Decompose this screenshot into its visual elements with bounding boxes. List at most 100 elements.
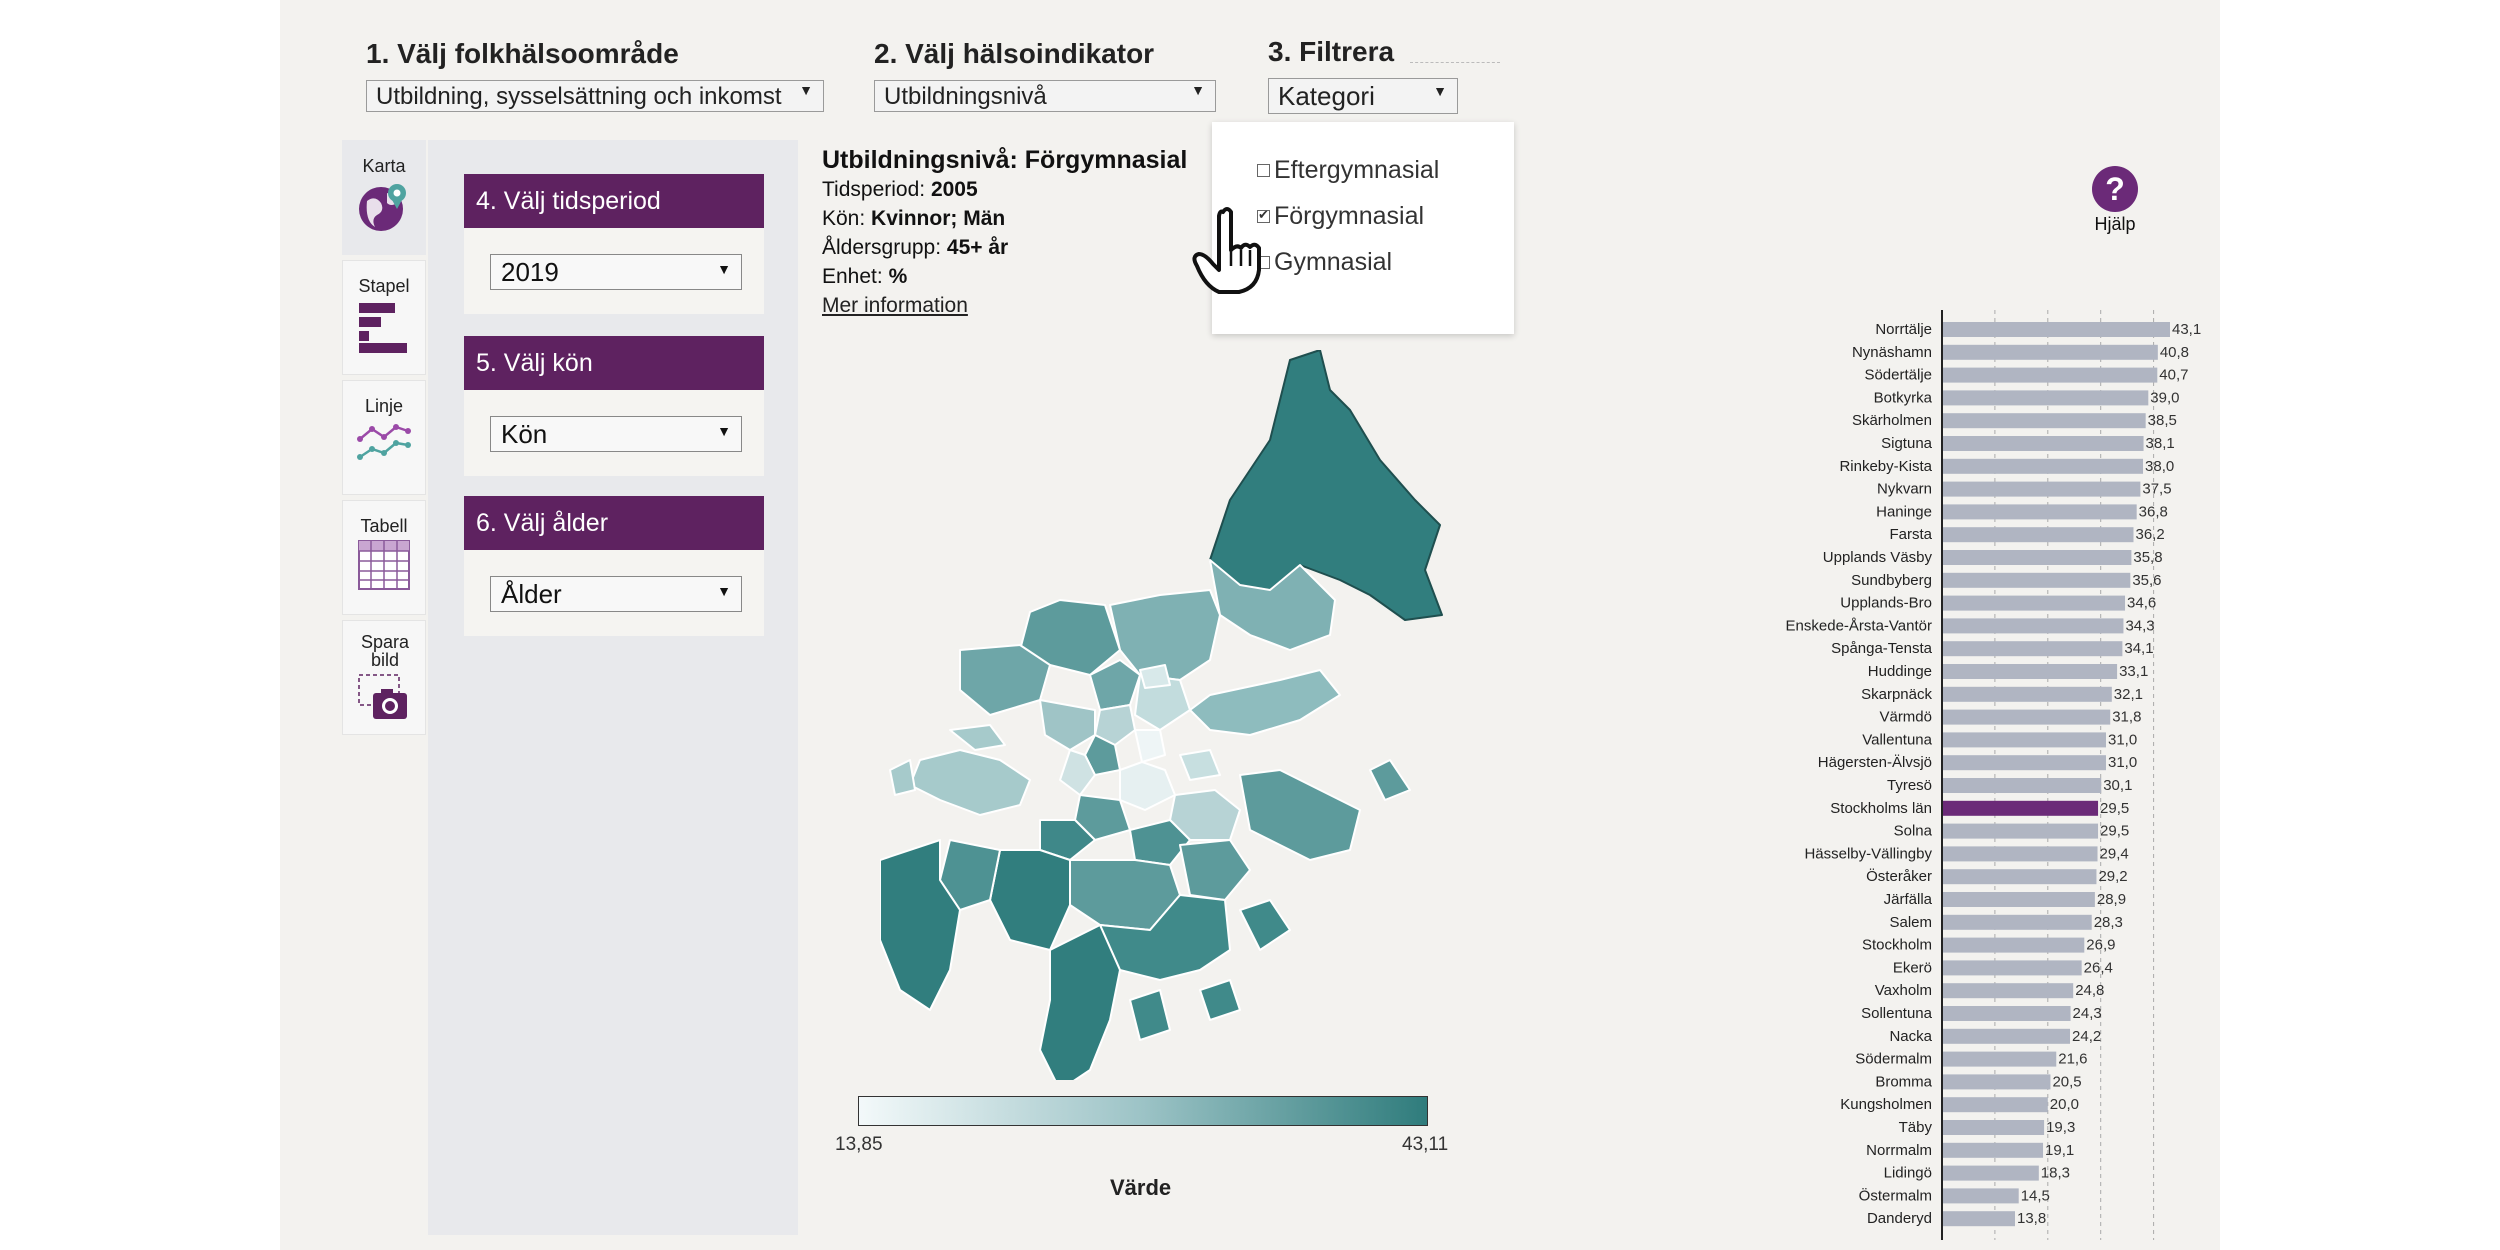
bar[interactable] <box>1942 390 2149 406</box>
bar-value-label: 36,2 <box>2135 526 2164 543</box>
bar[interactable] <box>1942 1142 2044 1158</box>
bar-value-label: 34,1 <box>2124 640 2153 657</box>
bar-category-label: Danderyd <box>1867 1210 1932 1227</box>
more-info-link[interactable]: Mer information <box>822 294 968 317</box>
bar[interactable] <box>1942 344 2158 360</box>
indicator-title: Utbildningsnivå: Förgymnasial <box>822 146 1187 175</box>
bar-value-label: 40,7 <box>2159 367 2188 384</box>
bar-value-label: 28,9 <box>2097 891 2126 908</box>
bar[interactable] <box>1942 823 2099 839</box>
bar-category-label: Bromma <box>1875 1073 1932 1090</box>
bar-value-label: 40,8 <box>2160 344 2189 361</box>
bar[interactable] <box>1942 641 2123 657</box>
bar[interactable] <box>1942 1165 2039 1181</box>
help-label: Hjälp <box>2094 214 2136 234</box>
step-halsoindikator: 2. Välj hälsoindikator <box>874 38 1154 70</box>
bar[interactable] <box>1942 572 2131 588</box>
option-gymnasial[interactable]: Gymnasial <box>1257 248 1392 277</box>
bar[interactable] <box>1942 595 2126 611</box>
chevron-down-icon: ▼ <box>1191 82 1205 98</box>
bar-category-label: Värmdö <box>1879 709 1932 726</box>
bar[interactable] <box>1942 755 2106 771</box>
bar[interactable] <box>1942 732 2106 748</box>
region-island-a <box>1199 979 1241 1021</box>
bar-value-label: 32,1 <box>2114 686 2143 703</box>
tab-label: Linje <box>364 396 404 416</box>
tab-linje[interactable]: Linje <box>342 380 426 495</box>
question-icon[interactable]: ? <box>2092 166 2138 212</box>
bar[interactable] <box>1942 914 2092 930</box>
region-haninge <box>1099 894 1231 981</box>
checkbox-checked-icon[interactable] <box>1257 207 1270 223</box>
bar[interactable] <box>1942 686 2112 702</box>
step-filtrera: 3. Filtrera <box>1268 36 1394 68</box>
bar[interactable] <box>1942 1211 2016 1227</box>
tab-tabell[interactable]: Tabell <box>342 500 426 615</box>
bar[interactable] <box>1942 367 2158 383</box>
alder-select[interactable]: Ålder ▼ <box>490 576 742 612</box>
bar[interactable] <box>1942 664 2118 679</box>
checkbox-icon[interactable] <box>1257 164 1270 177</box>
globe-icon <box>359 184 406 231</box>
map-legend-gradient <box>858 1096 1428 1126</box>
label: Enhet: <box>822 265 889 288</box>
bar[interactable] <box>1942 960 2082 976</box>
bar[interactable] <box>1942 481 2141 497</box>
tidsperiod-select[interactable]: 2019 ▼ <box>490 254 742 290</box>
bar-value-label: 31,0 <box>2108 754 2137 771</box>
bar[interactable] <box>1942 983 2074 999</box>
bar[interactable] <box>1942 458 2144 474</box>
bar-value-label: 19,1 <box>2045 1142 2074 1159</box>
bar[interactable] <box>1942 778 2102 793</box>
bar[interactable] <box>1942 1120 2045 1135</box>
bar[interactable] <box>1942 1006 2071 1021</box>
tab-spara-bild[interactable]: Spara bild <box>342 620 426 735</box>
info-age: Åldersgrupp: 45+ år <box>822 233 1187 262</box>
bar-value-label: 29,5 <box>2100 800 2129 817</box>
app-window: 1. Välj folkhälsoområde Utbildning, syss… <box>280 0 2220 1250</box>
bar[interactable] <box>1942 527 2134 543</box>
bar-value-label: 30,1 <box>2103 777 2132 794</box>
bar[interactable] <box>1942 846 2098 862</box>
bar-category-label: Nynäshamn <box>1852 344 1932 361</box>
bar[interactable] <box>1942 413 2146 429</box>
tab-label: Stapel <box>358 276 410 296</box>
halsoindikator-select[interactable]: Utbildningsnivå ▼ <box>874 80 1216 112</box>
bar[interactable] <box>1942 892 2095 907</box>
bar[interactable] <box>1942 1188 2019 1204</box>
bar-value-label: 31,8 <box>2112 709 2141 726</box>
bar[interactable] <box>1942 1097 2048 1113</box>
bar-value-label: 21,6 <box>2058 1051 2087 1068</box>
step2-title: 2. Välj hälsoindikator <box>874 38 1155 69</box>
bar[interactable] <box>1942 1074 2051 1090</box>
bar-category-label: Ekerö <box>1893 959 1932 976</box>
tab-karta[interactable]: Karta <box>342 140 426 255</box>
kategori-select[interactable]: Kategori ▼ <box>1268 78 1458 114</box>
tab-stapel[interactable]: Stapel <box>342 260 426 375</box>
bar[interactable] <box>1942 550 2132 565</box>
bar[interactable] <box>1942 937 2085 953</box>
bar[interactable] <box>1942 322 2170 337</box>
bar[interactable] <box>1942 1051 2057 1067</box>
kon-box: 5. Välj kön Kön ▼ <box>464 336 764 476</box>
indicator-category: : Förgymnasial <box>1009 146 1188 174</box>
folkhalsoomrade-select[interactable]: Utbildning, sysselsättning och inkomst ▼ <box>366 80 824 112</box>
bar[interactable] <box>1942 1028 2071 1044</box>
alder-box: 6. Välj ålder Ålder ▼ <box>464 496 764 636</box>
bar[interactable] <box>1942 504 2137 520</box>
indicator-name: Utbildningsnivå <box>822 146 1010 174</box>
bar-highlight[interactable] <box>1942 800 2099 816</box>
bar-category-label: Solna <box>1894 823 1933 840</box>
option-forgymnasial[interactable]: Förgymnasial <box>1257 202 1424 231</box>
tidsperiod-value: 2019 <box>501 257 559 287</box>
kon-select[interactable]: Kön ▼ <box>490 416 742 452</box>
option-eftergymnasial[interactable]: Eftergymnasial <box>1257 156 1439 185</box>
choropleth-map[interactable] <box>880 350 1480 1080</box>
help-button[interactable]: ? Hjälp <box>2080 166 2150 235</box>
bar[interactable] <box>1942 869 2097 885</box>
region-ekero-2 <box>949 724 1006 751</box>
bar[interactable] <box>1942 436 2144 451</box>
region-island-b <box>1129 989 1171 1041</box>
bar[interactable] <box>1942 618 2124 634</box>
bar[interactable] <box>1942 709 2111 725</box>
